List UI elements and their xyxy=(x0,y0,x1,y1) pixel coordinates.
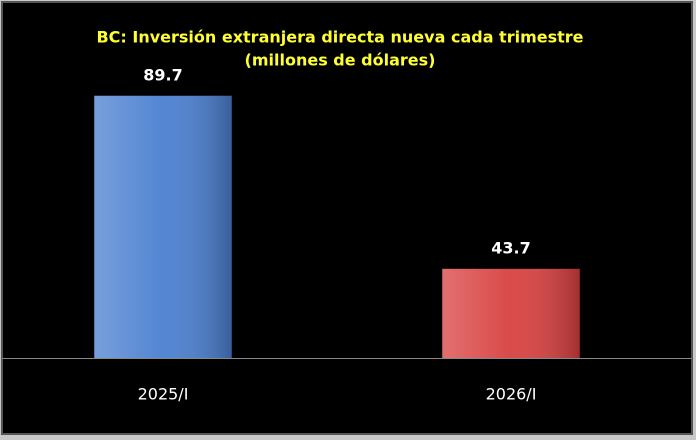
value-label: 43.7 xyxy=(491,238,530,257)
bar-shine xyxy=(442,268,580,358)
chart-title: BC: Inversión extranjera directa nueva c… xyxy=(96,28,583,47)
x-tick-label: 2025/I xyxy=(138,385,189,404)
bar-shine xyxy=(94,95,232,358)
value-label: 89.7 xyxy=(143,65,182,84)
chart-subtitle: (millones de dólares) xyxy=(245,51,436,70)
x-tick-label: 2026/I xyxy=(486,385,537,404)
